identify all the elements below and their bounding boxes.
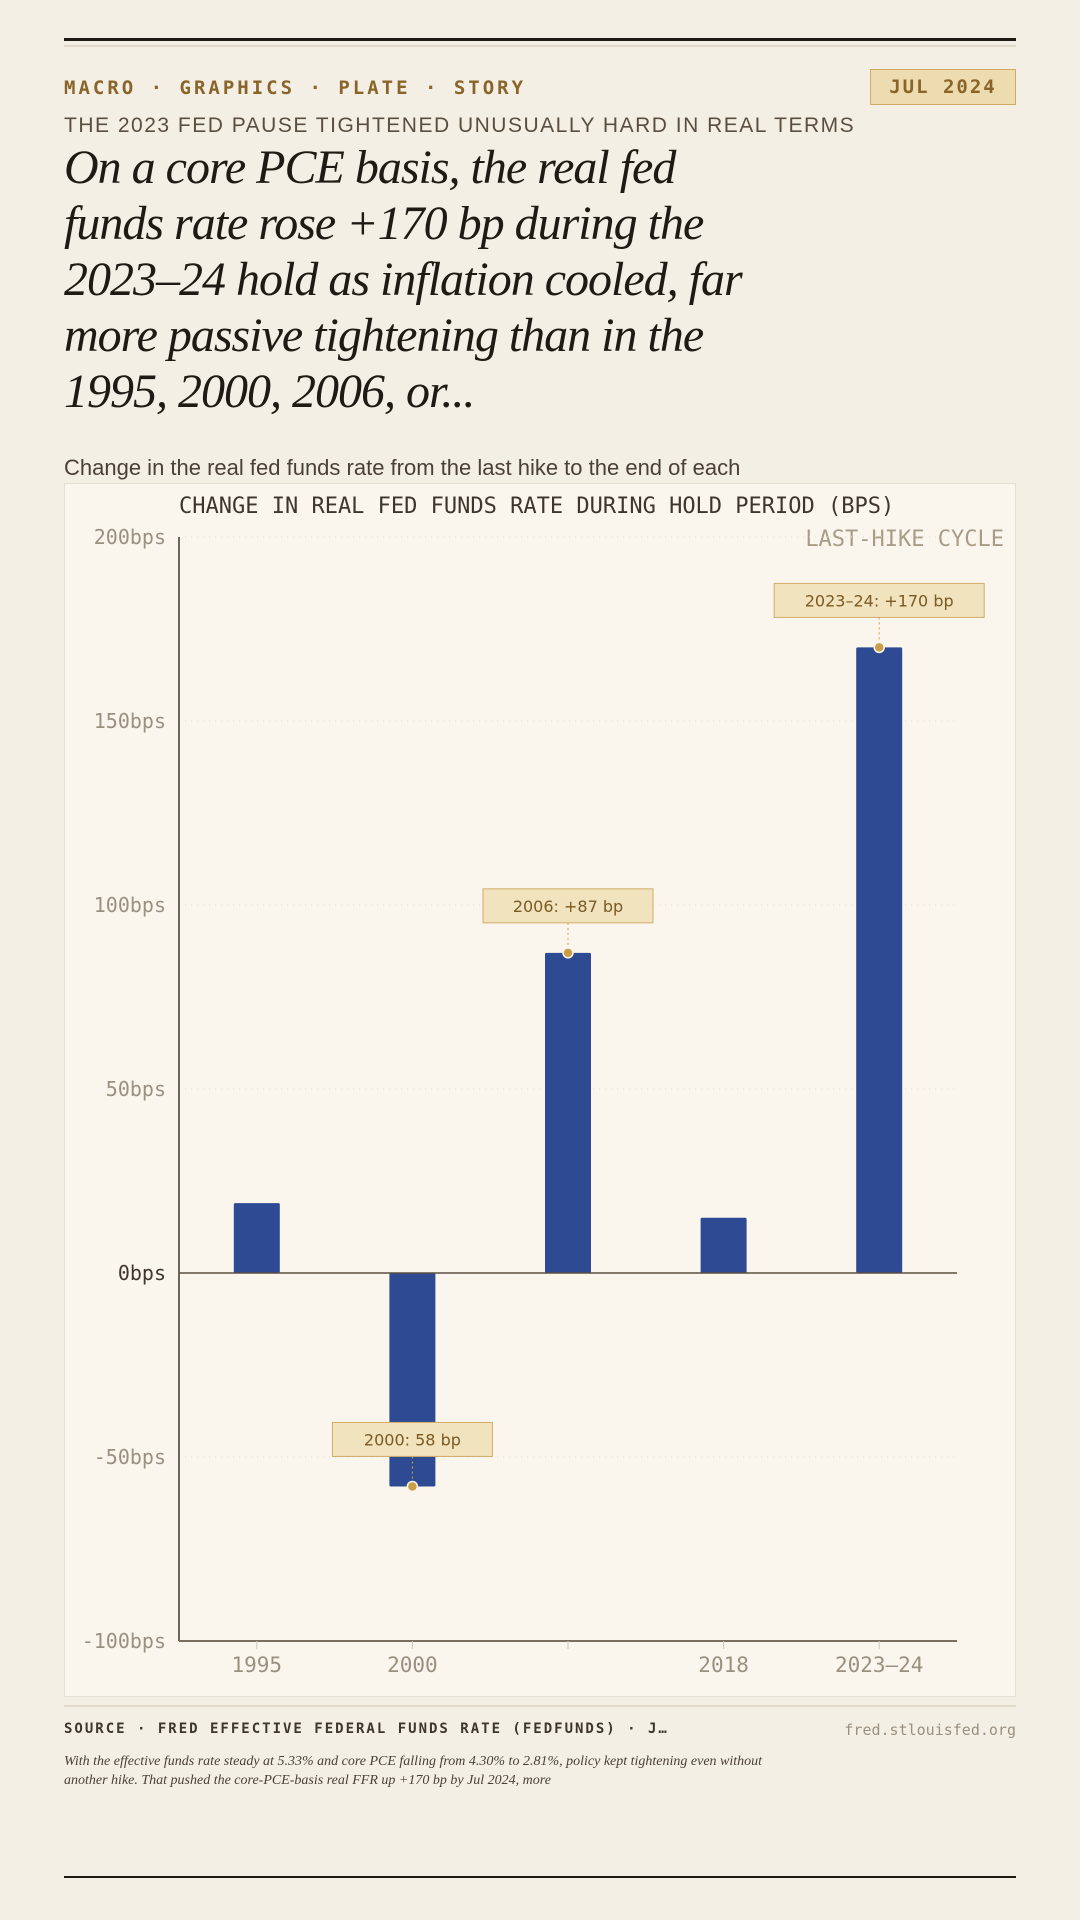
bar-2006 (545, 952, 591, 1273)
chart-title-overlay: LAST-HIKE CYCLE (805, 527, 1004, 552)
annotation-label: 2023–24: +170 bp (805, 591, 954, 610)
annotation-box (482, 888, 654, 924)
y-tick-label: 200bps (94, 525, 166, 549)
annotation-box (773, 582, 985, 618)
y-tick-label: 100bps (94, 893, 166, 917)
footnote: With the effective funds rate steady at … (64, 1754, 763, 1788)
date-badge: JUL 2024 (870, 69, 1016, 105)
y-tick-label: 150bps (94, 709, 166, 733)
y-tick-label: 0bps (118, 1261, 166, 1285)
bar-2023–24 (856, 647, 903, 1273)
bar-2018 (700, 1217, 747, 1273)
bottom-rule (64, 1876, 1016, 1878)
y-tick-label: 50bps (106, 1077, 166, 1101)
chart-title: CHANGE IN REAL FED FUNDS RATE DURING HOL… (179, 494, 894, 519)
x-tick-label: 2000 (387, 1653, 438, 1677)
kicker: MACRO · GRAPHICS · PLATE · STORY (64, 77, 527, 99)
top-rule (64, 38, 1016, 41)
headline: On a core PCE basis, the real fed funds … (64, 141, 743, 418)
annotation-dot (406, 1480, 419, 1493)
source-line: SOURCE · FRED EFFECTIVE FEDERAL FUNDS RA… (64, 1721, 669, 1737)
y-tick-label: -100bps (82, 1629, 166, 1653)
bar-1995 (233, 1203, 280, 1273)
top-rule-thin (64, 45, 1016, 47)
x-tick-label: 2023–24 (835, 1653, 924, 1677)
eyebrow: THE 2023 FED PAUSE TIGHTENED UNUSUALLY H… (64, 114, 856, 137)
source-url[interactable]: fred.stlouisfed.org (844, 1721, 1016, 1739)
annotation-label: 2006: +87 bp (513, 897, 623, 916)
source-rule (64, 1705, 1016, 1707)
annotation-box (331, 1421, 493, 1457)
annotation-label: 2000: 58 bp (364, 1430, 461, 1449)
x-tick-label: 1995 (232, 1653, 283, 1677)
y-tick-label: -50bps (94, 1445, 166, 1469)
annotation-dot (873, 641, 885, 654)
subtitle: Change in the real fed funds rate from t… (64, 455, 741, 480)
x-tick-label: 2018 (698, 1653, 749, 1677)
annotation-dot (562, 947, 574, 959)
